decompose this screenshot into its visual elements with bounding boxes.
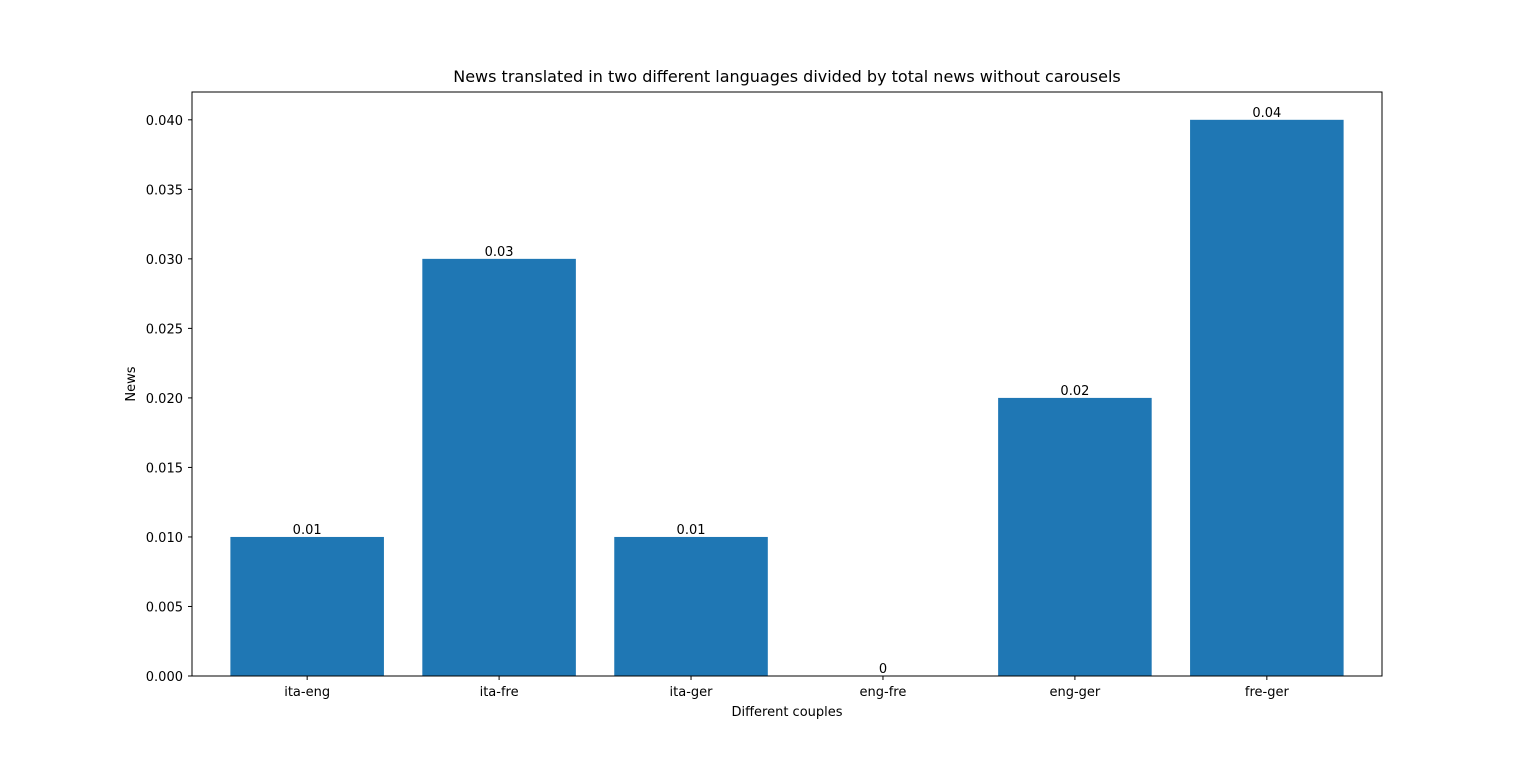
bar-value-label-eng-ger: 0.02 xyxy=(1060,384,1089,399)
bar-ita-eng xyxy=(230,536,384,676)
plot-area-frame xyxy=(191,91,1383,677)
bar-value-label-ita-ger: 0.01 xyxy=(677,523,706,538)
x-tick-label-eng-ger: eng-ger xyxy=(1050,685,1101,700)
chart-title: News translated in two different languag… xyxy=(453,67,1121,86)
bar-value-label-ita-fre: 0.03 xyxy=(485,245,514,260)
y-tick-label: 0.010 xyxy=(146,531,183,546)
value-labels-layer: 0.01 0.03 0.01 0 0.02 0.04 xyxy=(293,106,1282,677)
x-axis: ita-eng ita-fre ita-ger eng-fre eng-ger fre-g… xyxy=(284,676,1289,700)
x-tick-label-ita-ger: ita-ger xyxy=(670,685,714,700)
x-tick-label-ita-eng: ita-eng xyxy=(284,685,330,700)
bar-ita-ger xyxy=(614,536,768,676)
y-tick-label: 0.020 xyxy=(146,392,183,407)
x-axis-label: Different couples xyxy=(731,705,842,720)
x-tick-label-eng-fre: eng-fre xyxy=(860,685,907,700)
y-tick-label: 0.025 xyxy=(146,322,183,337)
bar-fre-ger xyxy=(1190,119,1344,677)
bar-value-label-fre-ger: 0.04 xyxy=(1252,106,1281,121)
y-axis: 0.000 0.005 0.010 0.015 0.020 0.025 0.030 0.035… xyxy=(146,114,192,685)
x-tick-label-fre-ger: fre-ger xyxy=(1245,685,1290,700)
y-tick-label: 0.040 xyxy=(146,114,183,129)
y-tick-label: 0.015 xyxy=(146,461,183,476)
bars-layer xyxy=(230,119,1344,677)
bar-value-label-ita-eng: 0.01 xyxy=(293,523,322,538)
y-tick-label: 0.000 xyxy=(146,670,183,685)
y-axis-label: News xyxy=(124,366,139,401)
bar-ita-fre xyxy=(422,258,576,676)
x-tick-label-ita-fre: ita-fre xyxy=(480,685,519,700)
y-tick-label: 0.035 xyxy=(146,183,183,198)
y-tick-label: 0.030 xyxy=(146,253,183,268)
y-tick-label: 0.005 xyxy=(146,600,183,615)
bar-value-label-eng-fre: 0 xyxy=(879,662,887,677)
bar-eng-ger xyxy=(998,397,1152,676)
